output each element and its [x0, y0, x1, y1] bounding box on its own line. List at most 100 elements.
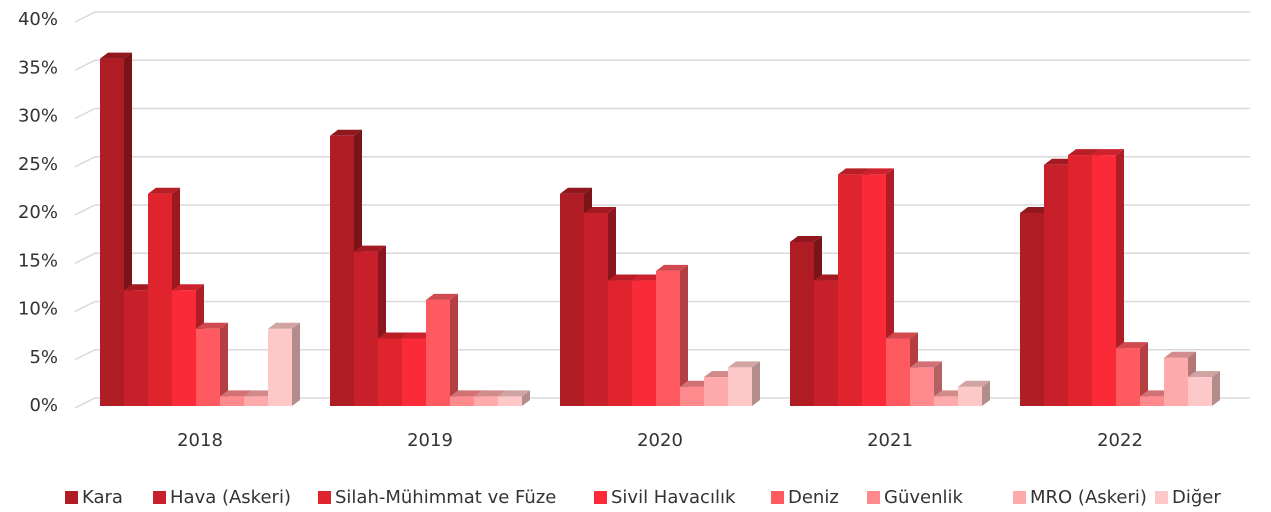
legend-label: Sivil Havacılık — [611, 487, 736, 508]
bar-top — [196, 322, 228, 329]
x-tick-label: 2021 — [867, 430, 913, 451]
bar-top — [656, 264, 688, 271]
bar — [560, 193, 584, 406]
bar — [790, 241, 814, 406]
bar — [498, 396, 522, 406]
bar — [886, 338, 910, 406]
bar — [728, 367, 752, 406]
bar-top — [790, 235, 822, 242]
bar — [814, 280, 838, 406]
bar-top — [910, 361, 942, 368]
bar-side — [1140, 342, 1148, 406]
bar — [632, 280, 656, 406]
grid-line — [74, 59, 1250, 71]
bar-top — [354, 245, 386, 252]
bar-top — [474, 390, 506, 397]
bar — [244, 396, 268, 406]
legend-label: Hava (Askeri) — [170, 487, 291, 508]
bar-top — [100, 52, 132, 59]
bar — [934, 396, 958, 406]
bar — [1140, 396, 1164, 406]
bar-top — [886, 332, 918, 339]
bar-top — [728, 361, 760, 368]
bar-side — [1212, 371, 1220, 406]
bar — [1068, 155, 1092, 406]
x-tick-label: 2022 — [1097, 430, 1143, 451]
bar — [1044, 164, 1068, 406]
y-tick-label: 10% — [18, 299, 58, 320]
x-tick-label: 2020 — [637, 430, 683, 451]
bar-top — [426, 293, 458, 300]
bar — [910, 367, 934, 406]
y-tick-label: 15% — [18, 250, 58, 271]
bar-side — [220, 322, 228, 406]
bar-top — [838, 168, 870, 175]
bar-top — [862, 168, 894, 175]
bar — [656, 270, 680, 406]
bar-top — [584, 207, 616, 213]
bar-top — [560, 187, 592, 194]
legend-label: MRO (Askeri) — [1030, 487, 1147, 508]
bar — [402, 338, 426, 406]
bar-side — [292, 322, 300, 406]
legend-swatch — [65, 491, 78, 504]
grid-line — [74, 11, 1250, 23]
legend-swatch — [1013, 491, 1026, 504]
bar — [838, 174, 862, 406]
bar — [862, 174, 886, 406]
legend-swatch — [771, 491, 784, 504]
bar-top — [172, 284, 204, 291]
bar-top — [1092, 149, 1124, 156]
bar-top — [330, 129, 362, 136]
bar-top — [1188, 371, 1220, 378]
bar — [100, 58, 124, 406]
y-tick-label: 35% — [18, 57, 58, 78]
legend-swatch — [1155, 491, 1168, 504]
bar-top — [498, 390, 530, 397]
legend-label: Silah-Mühimmat ve Füze — [335, 487, 556, 508]
bar — [148, 193, 172, 406]
legend-label: Deniz — [788, 487, 839, 508]
bar — [704, 377, 728, 406]
legend-swatch — [153, 491, 166, 504]
bar — [450, 396, 474, 406]
bar — [124, 290, 148, 406]
bar-top — [958, 380, 990, 387]
bar-side — [982, 380, 990, 406]
bar — [1092, 155, 1116, 406]
bar-top — [148, 187, 180, 194]
bar-top — [268, 322, 300, 329]
bar — [584, 213, 608, 406]
bar-side — [1116, 149, 1124, 406]
bar-top — [378, 332, 410, 339]
bar-side — [752, 361, 760, 406]
bar — [1188, 377, 1212, 406]
legend-label: Kara — [82, 487, 123, 508]
bar — [1020, 213, 1044, 406]
bar — [172, 290, 196, 406]
bar — [330, 135, 354, 407]
bar-side — [680, 264, 688, 406]
y-tick-label: 40% — [18, 9, 58, 30]
bar-side — [522, 390, 530, 406]
bar — [608, 280, 632, 406]
bar-top — [1116, 342, 1148, 349]
bar — [1164, 357, 1188, 406]
x-tick-label: 2019 — [407, 430, 453, 451]
legend-label: Güvenlik — [884, 487, 963, 508]
y-tick-label: 20% — [18, 202, 58, 223]
bar — [474, 396, 498, 406]
legend-label: Diğer — [1172, 487, 1221, 508]
bar — [1116, 348, 1140, 406]
bar-top — [220, 390, 252, 397]
legend-swatch — [594, 491, 607, 504]
bar — [426, 299, 450, 406]
bar-top — [1068, 149, 1100, 156]
legend-swatch — [318, 491, 331, 504]
bar — [220, 396, 244, 406]
y-tick-label: 0% — [29, 395, 58, 416]
y-tick-label: 5% — [29, 347, 58, 368]
bar — [268, 328, 292, 406]
y-tick-label: 25% — [18, 154, 58, 175]
